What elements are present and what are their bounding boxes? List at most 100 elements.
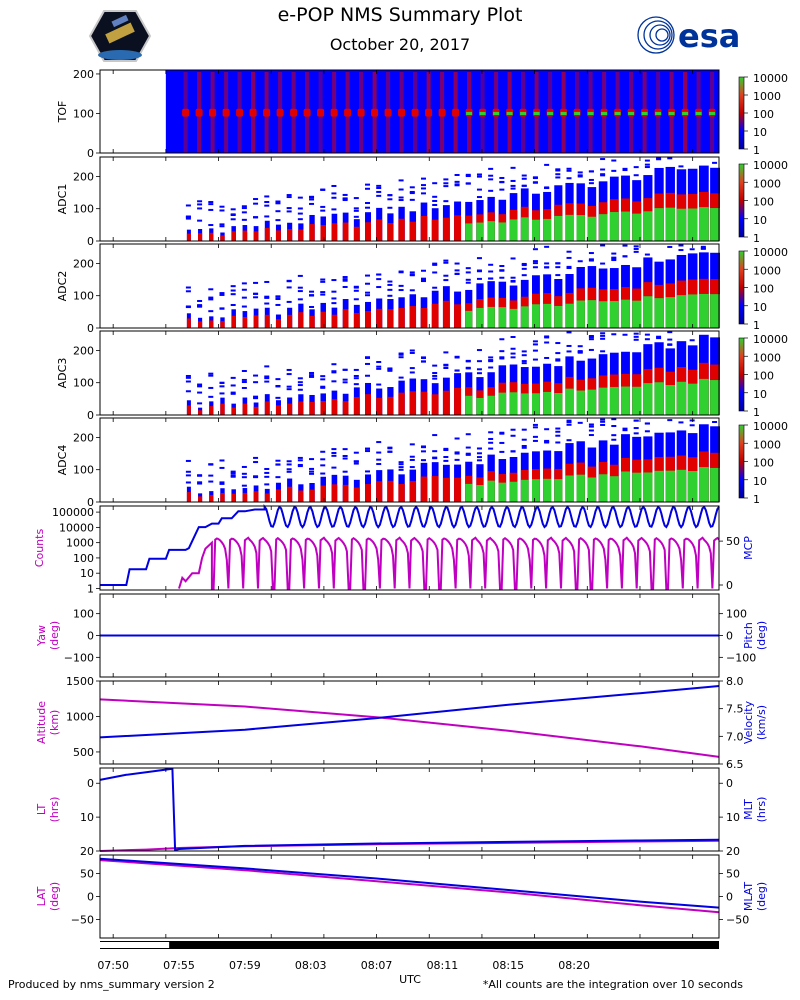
spec-dash — [342, 470, 348, 473]
spec-column-mid — [442, 477, 450, 502]
tof-core — [520, 111, 527, 116]
local_time-ylabel-left-unit: (hrs) — [48, 797, 61, 823]
spec-dash — [264, 471, 270, 474]
spec-dash — [297, 459, 303, 462]
spec-dash — [600, 423, 606, 426]
colorbar-tick-label: 10000 — [753, 333, 788, 346]
spec-column-core — [487, 480, 495, 502]
spec-dash — [510, 280, 516, 283]
tof-core — [560, 111, 567, 116]
spec-column-mid — [309, 489, 315, 502]
spec-column-core — [576, 474, 585, 502]
spec-dash — [555, 176, 561, 179]
spec-dash — [633, 247, 639, 250]
local_time-ytick-label-right: 0 — [726, 777, 733, 790]
spec-dash — [622, 429, 628, 432]
spec-dash — [241, 472, 247, 475]
spec-dash — [365, 202, 371, 205]
spec-dash — [510, 179, 516, 182]
spec-column-mid — [209, 494, 214, 502]
spec-dash — [420, 459, 426, 462]
spec-dash — [331, 192, 337, 195]
spec-dash — [510, 276, 516, 279]
ADC1-ytick-label: 100 — [73, 203, 94, 216]
spec-dash — [521, 354, 527, 357]
spec-column-core — [609, 386, 619, 415]
colorbar-tick-label: 1000 — [753, 351, 781, 364]
tof-peak — [398, 108, 406, 117]
tof-core — [709, 111, 716, 116]
spec-dash — [656, 337, 662, 340]
spec-dash — [667, 331, 673, 334]
counts-ytick-label: 100000 — [52, 506, 94, 519]
spec-dash — [566, 344, 572, 347]
spec-column-core — [710, 380, 720, 415]
spec-column-core — [621, 386, 630, 415]
spec-column-core — [598, 301, 608, 328]
spec-dash — [532, 349, 538, 352]
tof-core — [574, 111, 581, 116]
spec-dash — [532, 340, 538, 343]
spec-column-core — [598, 214, 608, 241]
spec-dash — [297, 377, 303, 380]
orbit-ytick-label-right: 7.5 — [726, 703, 744, 716]
spec-dash — [275, 202, 281, 205]
orbit-ylabel-left-unit: (km) — [48, 710, 61, 736]
spec-dash — [488, 447, 494, 450]
spec-dash — [465, 182, 471, 185]
ADC3-colorbar — [738, 337, 745, 412]
spec-dash — [320, 385, 326, 388]
spec-dash — [342, 381, 348, 384]
spec-dash — [353, 286, 359, 289]
spec-column-core — [676, 295, 687, 328]
spec-dash — [678, 249, 684, 252]
spec-dash — [566, 267, 572, 270]
spec-dash — [264, 200, 270, 203]
counts-line — [178, 536, 720, 590]
spec-dash — [353, 460, 359, 463]
spec-dash — [443, 459, 449, 462]
spec-dash — [208, 386, 214, 389]
spec-column-core — [531, 393, 540, 415]
spec-column-core — [576, 215, 585, 241]
spec-column-mid — [253, 491, 259, 502]
spec-dash — [588, 336, 594, 339]
spec-column-mid — [320, 225, 326, 241]
tof-peak — [452, 108, 460, 117]
spec-column-mid — [275, 489, 281, 502]
spec-column-core — [665, 207, 675, 241]
spec-dash — [409, 271, 415, 274]
spec-dash — [219, 381, 225, 384]
spec-dash — [420, 192, 426, 195]
spec-dash — [476, 447, 482, 450]
spec-column-core — [543, 478, 552, 502]
ADC3-ytick-label: 0 — [87, 409, 94, 422]
spec-dash — [264, 280, 270, 283]
spec-dash — [420, 177, 426, 180]
spec-dash — [633, 332, 639, 335]
spec-dash — [387, 450, 393, 453]
spec-dash — [532, 343, 538, 346]
spec-dash — [219, 293, 225, 296]
spec-dash — [588, 182, 594, 185]
orbit-ytick-label: 500 — [73, 746, 94, 759]
spec-dash — [678, 421, 684, 424]
spec-dash — [253, 397, 259, 400]
spec-dash — [275, 303, 281, 306]
spec-column-mid — [398, 218, 405, 241]
spec-dash — [331, 371, 337, 374]
colorbar-tick-label: 1000 — [753, 177, 781, 190]
tof-peak — [330, 108, 338, 117]
local_time-ytick-label: 0 — [87, 777, 94, 790]
spec-dash — [365, 356, 371, 359]
spec-column-mid — [331, 484, 338, 502]
colorbar-tick-label: 10000 — [753, 159, 788, 172]
spec-dash — [208, 296, 214, 299]
tof-core — [628, 111, 635, 116]
spec-dash — [253, 281, 259, 284]
spec-dash — [264, 302, 270, 305]
spec-dash — [600, 168, 606, 171]
spec-dash — [320, 280, 326, 283]
spec-dash — [208, 395, 214, 398]
